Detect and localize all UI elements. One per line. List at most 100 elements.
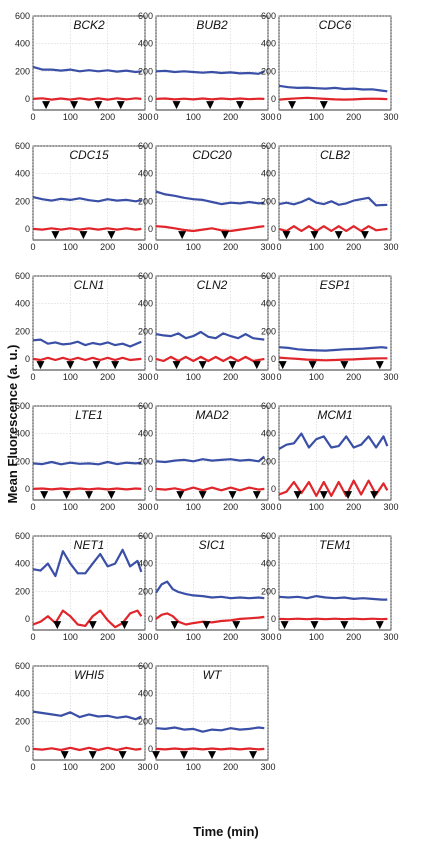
y-tick-label: 0 [148,354,153,364]
series-oscillation-line [278,617,388,621]
x-tick-label: 100 [309,112,324,122]
division-marker [340,621,349,630]
division-marker [310,231,319,240]
y-tick-label: 400 [261,559,276,569]
division-marker [221,231,230,240]
division-marker [88,621,97,630]
division-marker [172,361,181,370]
division-marker [53,621,62,630]
x-tick-label: 100 [309,242,324,252]
panel-cln1: 0 100 200 300 0 200 400 600 CLN1 [15,271,153,382]
division-marker [172,101,181,110]
x-tick-label: 100 [186,632,201,642]
y-tick-label: 400 [15,299,30,309]
plot-frame [278,15,392,111]
panel-cdc15: 0 100 200 300 0 200 400 600 CDC15 [15,141,153,252]
division-marker [293,491,302,500]
x-tick-label: 200 [223,762,238,772]
plot-frame [155,145,269,241]
panel-title: MAD2 [195,408,229,422]
x-tick-label: 0 [30,502,35,512]
division-marker [40,491,49,500]
y-tick-label: 400 [138,689,153,699]
series-total-line [32,338,142,348]
plot-frame [278,405,392,501]
division-marker [228,361,237,370]
x-tick-label: 100 [186,762,201,772]
y-tick-label: 400 [15,559,30,569]
series-total-line [32,710,142,721]
x-tick-label: 0 [153,372,158,382]
x-tick-label: 0 [153,112,158,122]
x-tick-label: 200 [100,242,115,252]
x-tick-label: 300 [137,762,152,772]
panel-title: CDC6 [319,18,352,32]
division-marker [249,751,258,760]
x-tick-label: 300 [260,762,275,772]
panel-title: ESP1 [320,278,351,292]
y-tick-label: 200 [15,326,30,336]
series-total-line [278,196,388,207]
y-tick-label: 200 [261,66,276,76]
plot-frame [32,145,146,241]
x-tick-label: 200 [346,242,361,252]
x-tick-label: 300 [137,502,152,512]
division-marker [198,361,207,370]
division-marker [310,621,319,630]
y-tick-label: 0 [25,94,30,104]
division-marker [70,101,79,110]
division-marker [198,491,207,500]
x-tick-label: 0 [153,762,158,772]
plot-frame [155,15,269,111]
x-tick-label: 200 [223,112,238,122]
x-tick-label: 200 [100,502,115,512]
y-tick-label: 200 [15,716,30,726]
series-total-line [155,726,265,733]
x-tick-label: 0 [153,632,158,642]
y-tick-label: 200 [138,66,153,76]
division-marker [344,491,353,500]
y-tick-label: 400 [138,429,153,439]
division-marker [116,101,125,110]
y-tick-label: 0 [148,224,153,234]
division-marker [36,361,45,370]
x-tick-label: 300 [260,632,275,642]
x-axis-label: Time (min) [193,824,259,839]
x-tick-label: 300 [383,502,398,512]
y-tick-label: 0 [271,224,276,234]
x-tick-label: 0 [30,762,35,772]
division-marker [79,231,88,240]
y-tick-label: 600 [261,401,276,411]
y-tick-label: 600 [15,141,30,151]
y-tick-label: 0 [25,614,30,624]
y-tick-label: 600 [138,401,153,411]
y-tick-label: 0 [271,484,276,494]
x-tick-label: 200 [223,372,238,382]
series-oscillation-line [32,356,142,362]
x-tick-label: 300 [260,112,275,122]
x-tick-label: 300 [383,632,398,642]
division-marker [375,361,384,370]
x-tick-label: 300 [383,112,398,122]
division-marker [62,491,71,500]
division-marker [88,751,97,760]
plot-frame [32,15,146,111]
y-tick-label: 200 [15,586,30,596]
x-tick-label: 300 [137,242,152,252]
division-marker [375,621,384,630]
series-oscillation-line [278,479,389,497]
y-tick-label: 0 [271,94,276,104]
y-axis-label: Mean Fluorescence (a. u.) [5,345,20,504]
y-tick-label: 600 [261,531,276,541]
x-tick-label: 0 [30,372,35,382]
series-oscillation-line [155,225,265,233]
division-marker [107,231,116,240]
division-marker [288,101,297,110]
y-tick-label: 0 [148,484,153,494]
panel-title: NET1 [74,538,105,552]
